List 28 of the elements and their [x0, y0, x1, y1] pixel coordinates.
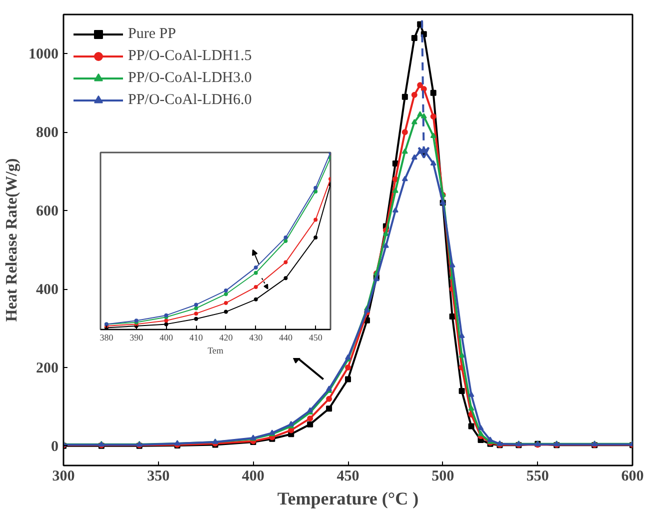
y-tick-label: 600 — [36, 204, 58, 220]
y-axis-title: Heat Release Rate(W/g) — [4, 158, 20, 322]
x-tick-label: 450 — [308, 332, 323, 342]
x-tick-label: 420 — [219, 332, 234, 342]
x-tick-label: 440 — [278, 332, 293, 342]
x-tick-label: 300 — [52, 468, 75, 484]
legend-label: PP/O-CoAl-LDH6.0 — [128, 92, 252, 108]
x-tick-label: 350 — [147, 468, 170, 484]
y-tick-label: 800 — [36, 125, 58, 142]
x-tick-label: 430 — [249, 332, 264, 342]
x-tick-label: 400 — [159, 332, 174, 342]
x-tick-label: 550 — [526, 468, 549, 484]
x-tick-label: 380 — [100, 332, 114, 342]
x-tick-label: 450 — [336, 468, 360, 484]
legend-label: Pure PP — [128, 26, 176, 42]
y-tick-label: 0 — [51, 438, 58, 455]
legend-label: PP/O-CoAl-LDH3.0 — [128, 70, 252, 86]
y-tick-label: 200 — [36, 360, 58, 376]
x-axis-title: Temperature (°C ) — [277, 488, 419, 508]
x-axis-title: Tem — [208, 346, 224, 356]
legend-label: PP/O-CoAl-LDH1.5 — [128, 48, 252, 64]
x-tick-label: 600 — [621, 468, 644, 484]
x-tick-label: 410 — [189, 332, 204, 342]
y-tick-label: 400 — [36, 282, 58, 298]
x-tick-label: 400 — [242, 468, 264, 484]
y-tick-label: 1000 — [28, 46, 58, 63]
x-tick-label: 500 — [432, 468, 454, 484]
x-tick-label: 390 — [130, 332, 144, 342]
